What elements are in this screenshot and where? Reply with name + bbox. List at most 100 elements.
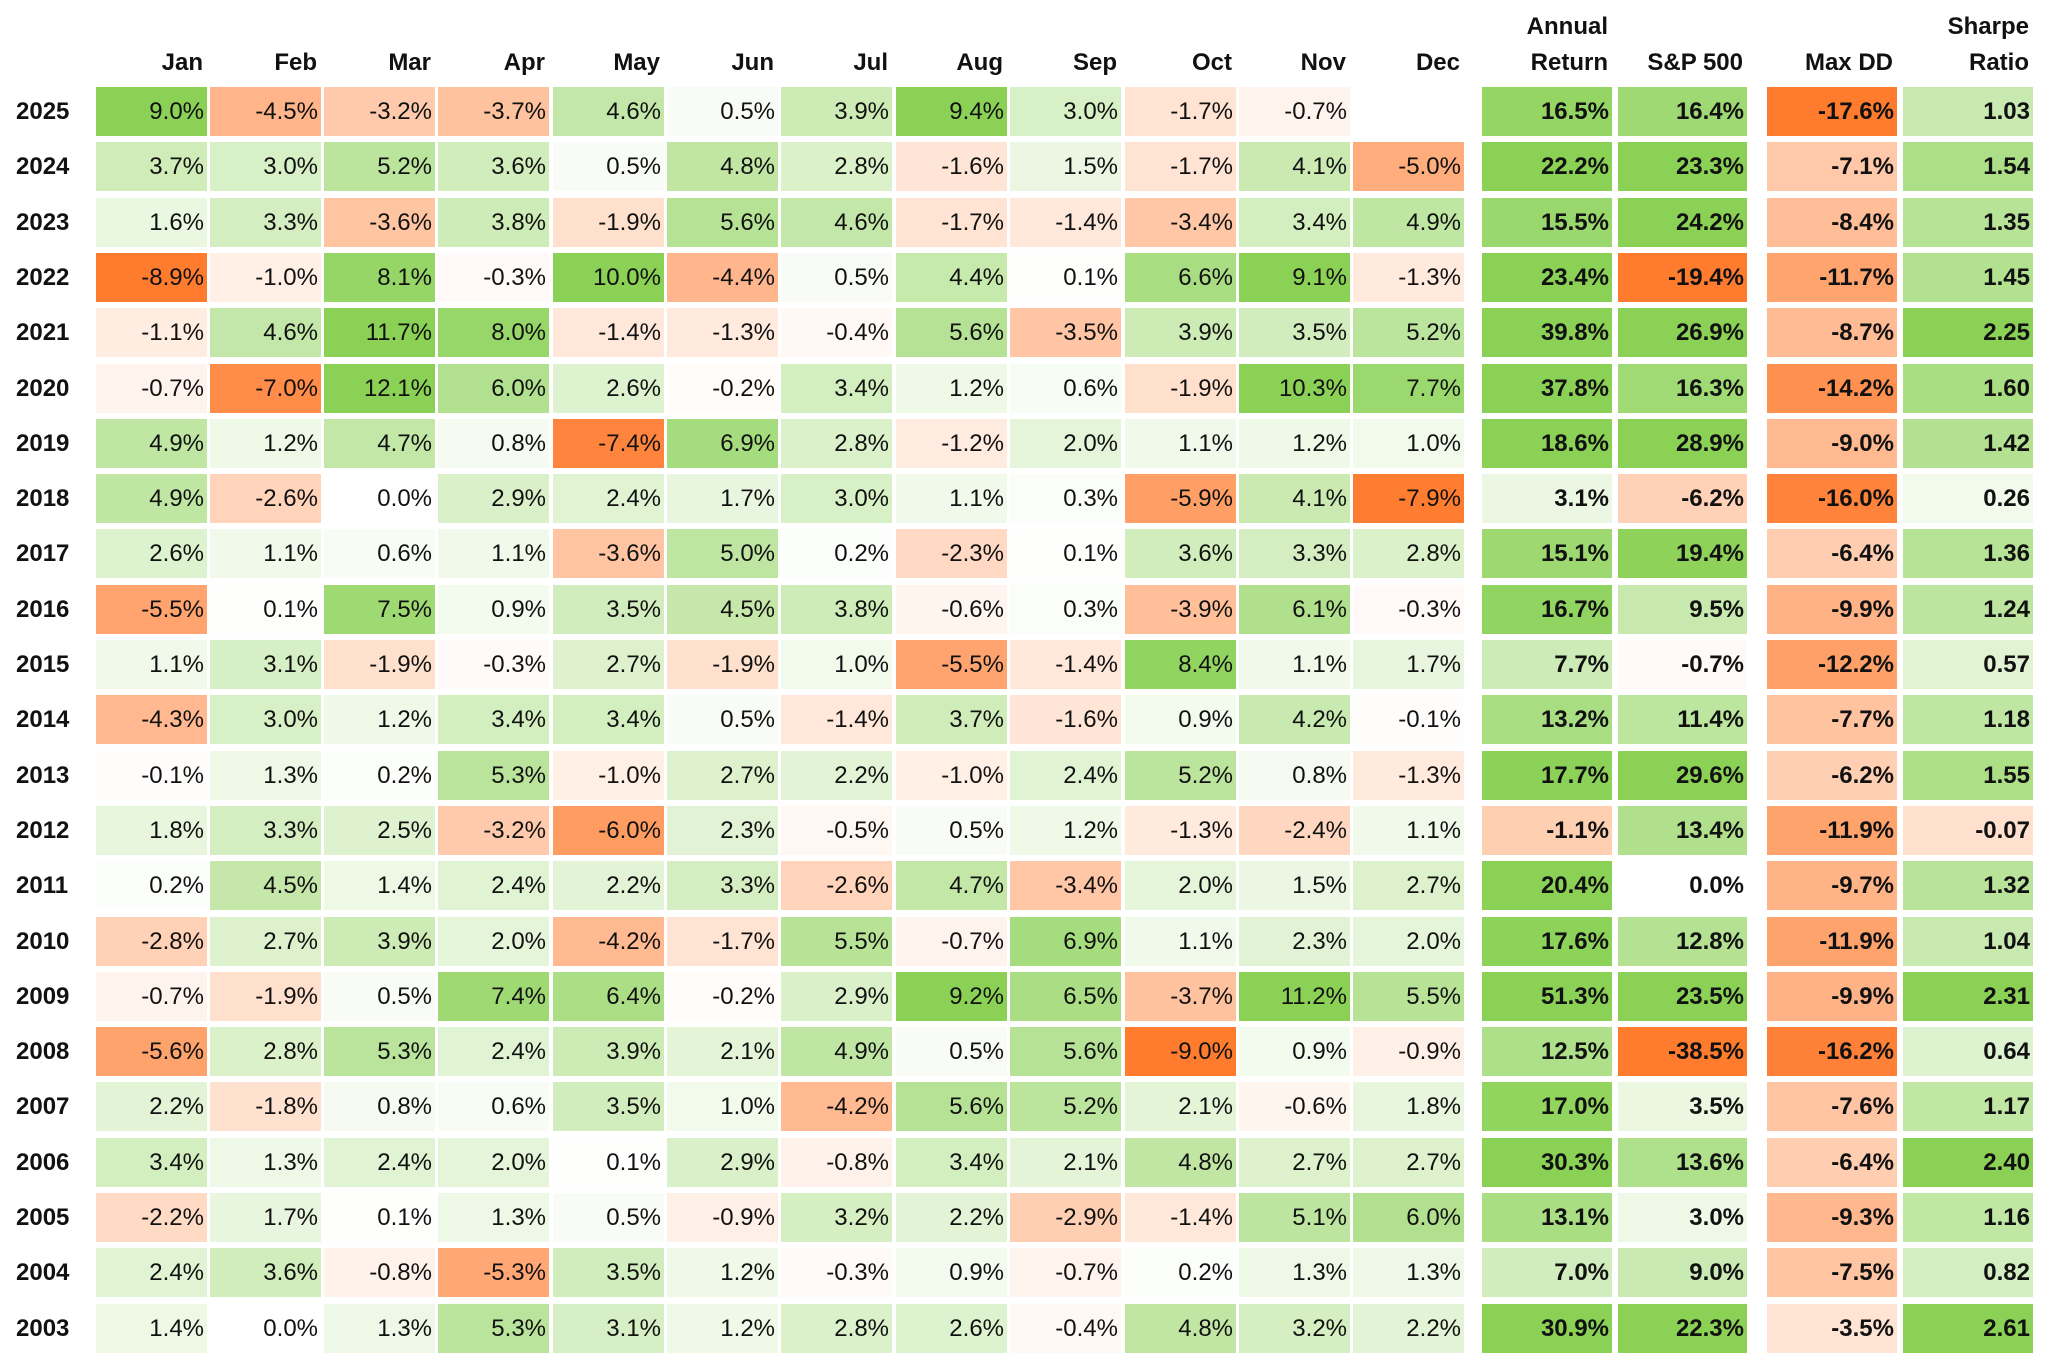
- heatmap-cell: 4.6%: [781, 197, 892, 247]
- summary-cell-sp500: 13.6%: [1618, 1137, 1747, 1187]
- heatmap-cell: 3.3%: [210, 197, 321, 247]
- column-header-mar: Mar: [388, 49, 431, 76]
- heatmap-cell: -0.2%: [667, 971, 778, 1021]
- heatmap-cell: 2.4%: [553, 474, 664, 524]
- summary-cell-annual-return: 15.5%: [1482, 197, 1612, 247]
- heatmap-cell: 3.0%: [1010, 87, 1121, 136]
- heatmap-cell: -1.6%: [896, 142, 1007, 192]
- heatmap-cell: -3.2%: [324, 87, 435, 136]
- summary-cell-sp500: 0.0%: [1618, 861, 1747, 911]
- heatmap-cell: -7.0%: [210, 363, 321, 413]
- heatmap-cell: 1.1%: [896, 474, 1007, 524]
- summary-cell-annual-return: 7.7%: [1482, 640, 1612, 689]
- heatmap-cell: 8.4%: [1125, 640, 1236, 689]
- summary-cell-annual-return: 12.5%: [1482, 1027, 1612, 1077]
- heatmap-cell: 1.7%: [667, 474, 778, 524]
- summary-cell-sp500: 23.3%: [1618, 142, 1747, 192]
- summary-cell-sharpe: 2.40: [1903, 1137, 2033, 1187]
- heatmap-cell: 2.7%: [1353, 861, 1464, 911]
- summary-cell-sp500: 16.4%: [1618, 87, 1747, 136]
- heatmap-cell: 1.1%: [96, 640, 207, 689]
- heatmap-cell: 2.9%: [667, 1137, 778, 1187]
- heatmap-cell: -5.0%: [1353, 142, 1464, 192]
- summary-cell-sharpe: 1.36: [1903, 529, 2033, 579]
- heatmap-cell: 4.4%: [896, 252, 1007, 302]
- column-header-jul: Jul: [853, 49, 888, 76]
- column-header-feb: Feb: [274, 49, 317, 76]
- heatmap-cell: 3.2%: [781, 1193, 892, 1242]
- heatmap-cell: -9.0%: [1125, 1027, 1236, 1077]
- summary-cell-sharpe: 1.24: [1903, 584, 2033, 634]
- heatmap-cell: -0.1%: [96, 750, 207, 800]
- summary-cell-annual-return: 13.2%: [1482, 695, 1612, 745]
- summary-cell-sharpe: 2.25: [1903, 308, 2033, 358]
- heatmap-cell: 0.1%: [324, 1193, 435, 1242]
- column-header-sp500: S&P 500: [1647, 49, 1743, 76]
- summary-cell-sp500: 22.3%: [1618, 1303, 1747, 1353]
- heatmap-cell: 1.2%: [324, 695, 435, 745]
- column-header-dec: Dec: [1415, 49, 1460, 76]
- row-label-2012: 2012: [16, 816, 70, 844]
- summary-cell-annual-return: 23.4%: [1482, 252, 1612, 302]
- summary-cell-sp500: 29.6%: [1618, 750, 1747, 800]
- heatmap-cell: -5.9%: [1125, 474, 1236, 524]
- heatmap-cell: 5.5%: [1353, 971, 1464, 1021]
- heatmap-cell: -1.2%: [896, 418, 1007, 468]
- column-header-may: May: [613, 49, 660, 76]
- heatmap-cell: 3.4%: [896, 1137, 1007, 1187]
- heatmap-cell: 2.6%: [896, 1303, 1007, 1353]
- heatmap-cell: 5.2%: [1125, 750, 1236, 800]
- summary-cell-sp500: -19.4%: [1618, 252, 1747, 302]
- heatmap-cell: 0.8%: [438, 418, 549, 468]
- summary-cell-sp500: 19.4%: [1618, 529, 1747, 579]
- summary-cell-sharpe: 1.18: [1903, 695, 2033, 745]
- summary-cell-max-dd: -8.4%: [1767, 197, 1897, 247]
- heatmap-cell: -5.5%: [896, 640, 1007, 689]
- summary-cell-sp500: 28.9%: [1618, 418, 1747, 468]
- heatmap-cell: 1.5%: [1239, 861, 1350, 911]
- heatmap-cell: -3.4%: [1010, 861, 1121, 911]
- row-label-2011: 2011: [16, 872, 69, 900]
- heatmap-cell: 1.8%: [96, 805, 207, 855]
- heatmap-cell: 3.7%: [896, 695, 1007, 745]
- summary-cell-sp500: 9.0%: [1618, 1248, 1747, 1298]
- heatmap-cell: -1.8%: [210, 1082, 321, 1132]
- heatmap-cell: -3.7%: [1125, 971, 1236, 1021]
- heatmap-cell: -0.8%: [324, 1248, 435, 1298]
- heatmap-cell: 10.3%: [1239, 363, 1350, 413]
- heatmap-cell: -1.9%: [324, 640, 435, 689]
- heatmap-cell: 4.1%: [1239, 474, 1350, 524]
- heatmap-cell: 7.5%: [324, 584, 435, 634]
- heatmap-cell: 0.6%: [1010, 363, 1121, 413]
- heatmap-cell: 11.2%: [1239, 971, 1350, 1021]
- summary-cell-annual-return: 7.0%: [1482, 1248, 1612, 1298]
- heatmap-cell: 3.0%: [210, 142, 321, 192]
- heatmap-cell: -3.6%: [553, 529, 664, 579]
- row-label-2010: 2010: [16, 927, 70, 955]
- summary-cell-annual-return: 17.0%: [1482, 1082, 1612, 1132]
- summary-cell-sp500: 3.5%: [1618, 1082, 1747, 1132]
- heatmap-cell: 2.5%: [324, 805, 435, 855]
- column-header-max-dd: Max DD: [1804, 49, 1893, 76]
- row-label-2018: 2018: [16, 485, 70, 513]
- summary-cell-sharpe: 0.64: [1903, 1027, 2033, 1077]
- row-label-2014: 2014: [16, 706, 70, 734]
- summary-cell-max-dd: -17.6%: [1767, 87, 1897, 136]
- row-label-2022: 2022: [16, 263, 70, 291]
- summary-cell-sharpe: 1.54: [1903, 142, 2033, 192]
- heatmap-cell: 1.0%: [667, 1082, 778, 1132]
- heatmap-cell: 3.4%: [96, 1137, 207, 1187]
- row-label-2013: 2013: [16, 761, 70, 789]
- heatmap-cell: 2.4%: [96, 1248, 207, 1298]
- heatmap-cell: 0.9%: [438, 584, 549, 634]
- summary-cell-sp500: -0.7%: [1618, 640, 1747, 689]
- summary-cell-sp500: -38.5%: [1618, 1027, 1747, 1077]
- heatmap-cell: -0.7%: [96, 363, 207, 413]
- heatmap-cell: 2.4%: [438, 1027, 549, 1077]
- heatmap-cell: 9.4%: [896, 87, 1007, 136]
- heatmap-cell: 1.1%: [1239, 640, 1350, 689]
- heatmap-cell: 2.0%: [1010, 418, 1121, 468]
- heatmap-cell: 6.6%: [1125, 252, 1236, 302]
- heatmap-cell: 4.5%: [667, 584, 778, 634]
- heatmap-cell: 0.2%: [324, 750, 435, 800]
